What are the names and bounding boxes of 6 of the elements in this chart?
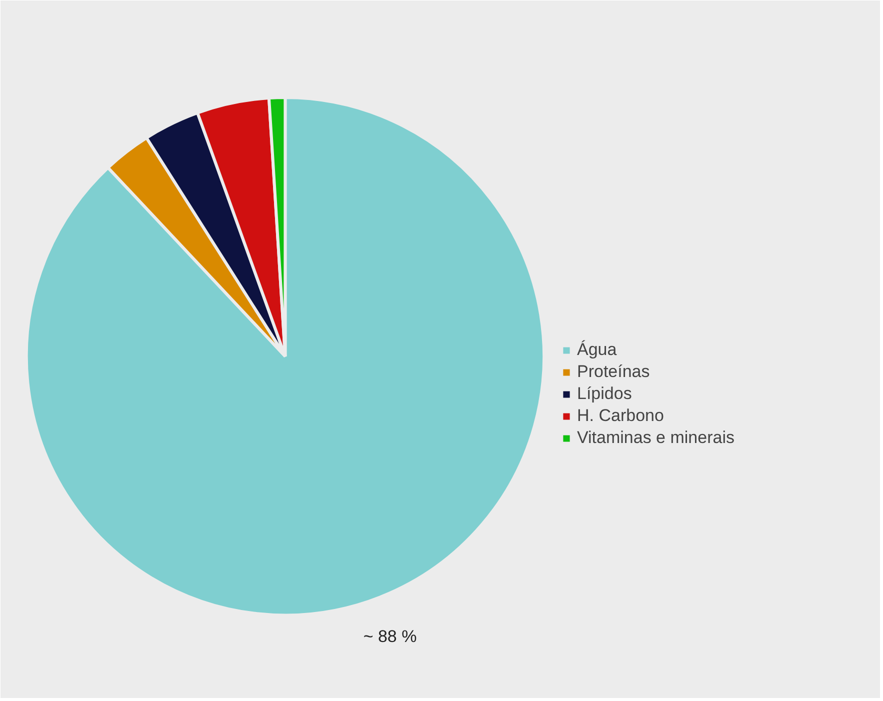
legend-label: Água xyxy=(577,340,617,360)
data-label: ~ 88 % xyxy=(363,626,417,646)
legend-label: Lípidos xyxy=(577,384,632,404)
legend-label: Vitaminas e minerais xyxy=(577,428,734,448)
legend-label: H. Carbono xyxy=(577,406,664,426)
legend-label: Proteínas xyxy=(577,362,650,382)
